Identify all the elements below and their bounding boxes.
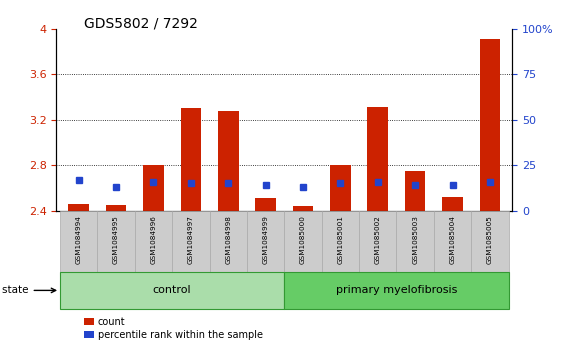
Text: primary myelofibrosis: primary myelofibrosis <box>336 285 457 295</box>
Text: GSM1085005: GSM1085005 <box>487 216 493 264</box>
Bar <box>330 165 351 211</box>
Bar <box>97 211 135 272</box>
Bar <box>471 211 508 272</box>
Bar <box>293 206 313 211</box>
Bar <box>60 272 284 309</box>
Bar <box>218 111 239 211</box>
Bar <box>143 165 164 211</box>
Text: GSM1084995: GSM1084995 <box>113 216 119 264</box>
Bar <box>396 211 434 272</box>
Bar <box>106 205 126 211</box>
Legend: count, percentile rank within the sample: count, percentile rank within the sample <box>84 317 262 340</box>
Bar <box>480 39 500 211</box>
Bar <box>256 198 276 211</box>
Bar <box>321 211 359 272</box>
Text: disease state: disease state <box>0 285 56 295</box>
Text: GSM1084994: GSM1084994 <box>76 216 82 264</box>
Text: control: control <box>153 285 191 295</box>
Bar <box>434 211 471 272</box>
Bar <box>60 211 97 272</box>
Text: GSM1085002: GSM1085002 <box>375 216 381 264</box>
Bar <box>69 204 89 211</box>
Bar <box>172 211 209 272</box>
Text: GSM1085001: GSM1085001 <box>337 216 343 264</box>
Bar <box>443 197 463 211</box>
Bar <box>359 211 396 272</box>
Bar <box>181 109 201 211</box>
Bar <box>405 171 426 211</box>
Text: GSM1085003: GSM1085003 <box>412 216 418 264</box>
Bar <box>284 211 321 272</box>
Text: GSM1085000: GSM1085000 <box>300 216 306 264</box>
Bar <box>209 211 247 272</box>
Bar <box>368 107 388 211</box>
Text: GSM1084999: GSM1084999 <box>262 216 269 264</box>
Text: GSM1084998: GSM1084998 <box>225 216 231 264</box>
Text: GDS5802 / 7292: GDS5802 / 7292 <box>84 16 198 30</box>
Text: GSM1084996: GSM1084996 <box>150 216 157 264</box>
Text: GSM1085004: GSM1085004 <box>449 216 455 264</box>
Text: GSM1084997: GSM1084997 <box>188 216 194 264</box>
Bar <box>247 211 284 272</box>
Bar <box>135 211 172 272</box>
Bar <box>284 272 508 309</box>
